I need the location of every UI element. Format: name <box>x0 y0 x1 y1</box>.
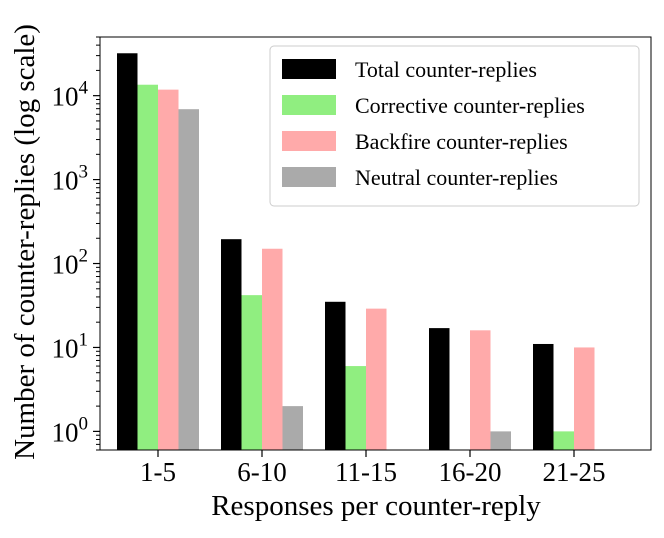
x-tick-label: 21-25 <box>543 457 606 487</box>
bar-21-25-backfire-counter-replies <box>574 347 595 450</box>
y-tick-label: 102 <box>52 246 89 280</box>
bar-21-25-total-counter-replies <box>533 343 554 450</box>
x-tick-label: 6-10 <box>237 457 287 487</box>
bar-1-5-corrective-counter-replies <box>137 84 158 450</box>
legend-swatch <box>282 167 336 187</box>
y-tick-label: 103 <box>52 162 89 196</box>
bar-6-10-neutral-counter-replies <box>282 406 303 450</box>
x-tick-label: 16-20 <box>439 457 502 487</box>
legend-swatch <box>282 95 336 115</box>
x-axis-title: Responses per counter-reply <box>211 490 541 522</box>
bar-11-15-total-counter-replies <box>325 301 346 450</box>
bar-16-20-total-counter-replies <box>429 328 450 450</box>
x-tick-label: 11-15 <box>335 457 397 487</box>
bar-1-5-neutral-counter-replies <box>178 109 199 450</box>
legend-label: Backfire counter-replies <box>355 129 568 154</box>
plot-frame <box>99 36 652 451</box>
legend-swatch <box>282 59 336 79</box>
bar-16-20-neutral-counter-replies <box>490 431 511 450</box>
legend-swatch <box>282 131 336 151</box>
legend-label: Total counter-replies <box>355 57 537 82</box>
bar-1-5-backfire-counter-replies <box>158 89 179 450</box>
bar-6-10-backfire-counter-replies <box>262 248 283 450</box>
legend-label: Neutral counter-replies <box>355 165 558 190</box>
y-axis-title: Number of counter-replies (log scale) <box>9 24 41 460</box>
bar-11-15-corrective-counter-replies <box>345 366 366 450</box>
bar-21-25-corrective-counter-replies <box>553 431 574 450</box>
y-tick-label: 100 <box>52 413 89 447</box>
bar-11-15-backfire-counter-replies <box>366 308 387 450</box>
bar-6-10-corrective-counter-replies <box>241 295 262 450</box>
bar-1-5-total-counter-replies <box>117 53 138 450</box>
bar-6-10-total-counter-replies <box>221 239 242 450</box>
y-tick-label: 104 <box>52 78 89 112</box>
bar-16-20-backfire-counter-replies <box>470 330 491 450</box>
legend-box <box>269 45 640 207</box>
y-tick-label: 101 <box>52 329 89 363</box>
legend-label: Corrective counter-replies <box>355 93 585 118</box>
x-tick-label: 1-5 <box>140 457 176 487</box>
